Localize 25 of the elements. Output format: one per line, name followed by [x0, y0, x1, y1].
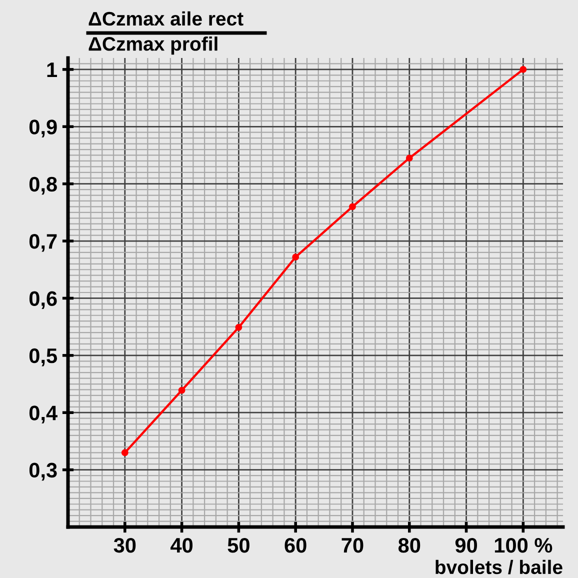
y-tick-label: 0,3	[29, 462, 57, 481]
point	[235, 324, 242, 331]
x-tick-label: 50	[228, 538, 250, 553]
x-tick-label: 40	[170, 538, 193, 553]
y-tick-label: 1	[47, 62, 58, 77]
point	[349, 203, 356, 210]
y-tick-label: 0,8	[29, 176, 57, 195]
x-tick-label: 70	[342, 538, 364, 553]
y-axis-title: ΔCzmax aile rect ΔCzmax profil	[88, 11, 244, 55]
x-tick-label: 100 %	[494, 538, 552, 553]
x-tick-label: 60	[284, 538, 306, 553]
x-tick-label: 80	[398, 538, 420, 553]
y-tick-label: 0,6	[29, 291, 57, 309]
x-axis-title: bvolets / baile	[436, 560, 562, 574]
point	[178, 386, 186, 394]
x-tick-label: 90	[455, 538, 478, 553]
point	[520, 66, 527, 73]
point	[406, 154, 413, 162]
y-tick-label: 0,4	[29, 406, 58, 424]
point	[292, 254, 300, 261]
point	[121, 449, 128, 456]
y-tick-label: 0,7	[29, 234, 57, 252]
y-tick-label: 0,5	[29, 348, 58, 366]
y-tick-label: 0,9	[29, 120, 57, 138]
x-tick-label: 30	[114, 538, 136, 553]
